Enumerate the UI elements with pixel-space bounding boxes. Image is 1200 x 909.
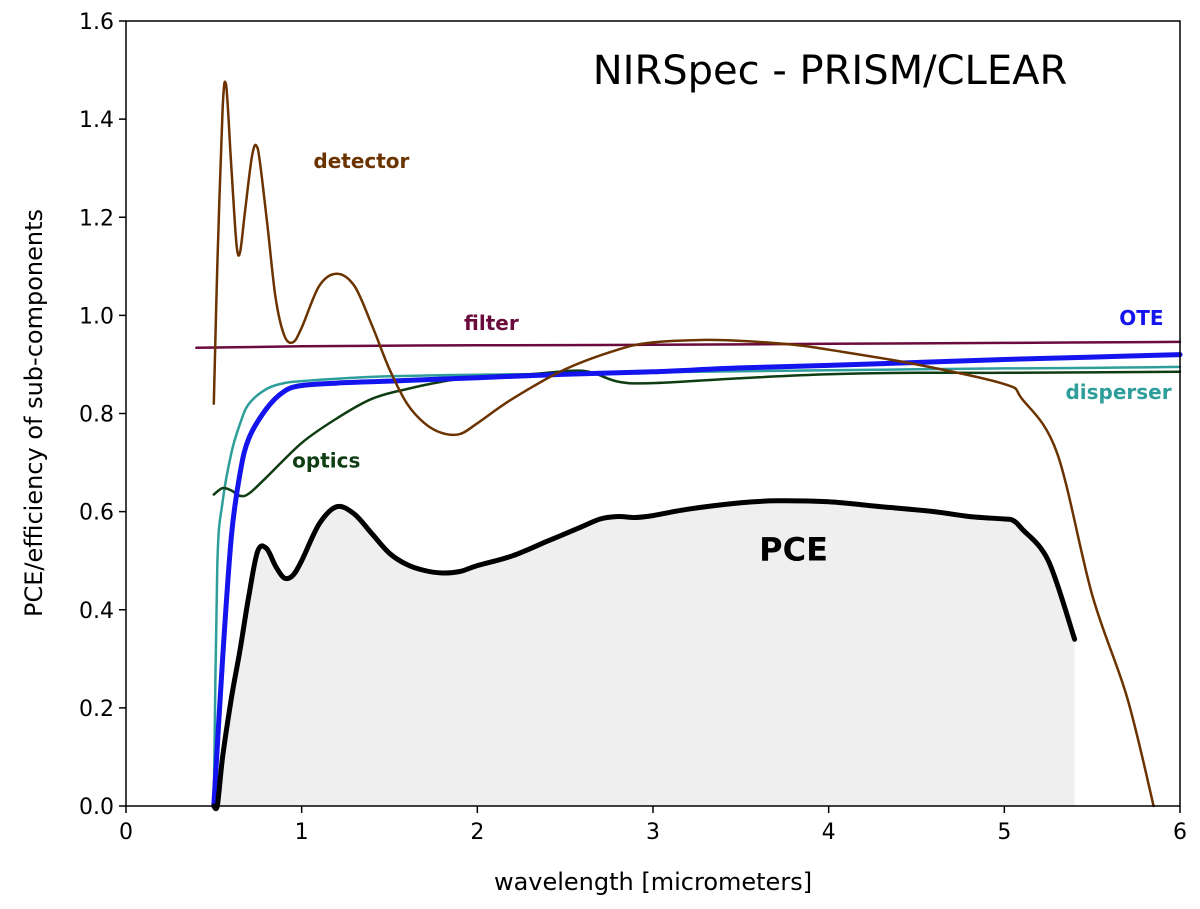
- annotation-layer: detector filter OTE disperser optics PCE: [292, 149, 1172, 569]
- y-tick-label: 0.2: [79, 697, 114, 722]
- chart-title: NIRSpec - PRISM/CLEAR: [593, 48, 1068, 94]
- y-axis-label: PCE/efficiency of sub-components: [20, 209, 48, 617]
- y-tick-label: 1.6: [79, 10, 114, 35]
- x-tick-label: 0: [119, 820, 133, 845]
- series-disperser-line: [212, 365, 1182, 808]
- annotation-disperser-label: disperser: [1065, 380, 1171, 404]
- series-detector-line: [212, 80, 1155, 808]
- series-pce-area: [213, 500, 1075, 809]
- x-tick-label: 2: [470, 820, 484, 845]
- y-axis-ticks: 0.0 0.2 0.4 0.6 0.8 1.0 1.2 1.4 1.6: [79, 10, 126, 820]
- y-tick-label: 0.8: [79, 403, 114, 428]
- x-tick-label: 6: [1173, 820, 1187, 845]
- y-tick-label: 0.6: [79, 501, 114, 526]
- y-tick-label: 0.0: [79, 795, 114, 820]
- x-axis-label: wavelength [micrometers]: [494, 868, 812, 896]
- y-tick-label: 1.0: [79, 304, 114, 329]
- x-tick-label: 3: [646, 820, 660, 845]
- fill-layer: [213, 500, 1075, 809]
- x-tick-label: 4: [822, 820, 836, 845]
- x-axis-ticks: 0 1 2 3 4 5 6: [119, 806, 1187, 845]
- x-tick-label: 1: [295, 820, 309, 845]
- annotation-optics-label: optics: [292, 448, 360, 472]
- annotation-pce-label: PCE: [759, 531, 828, 569]
- y-tick-label: 1.2: [79, 206, 114, 231]
- series-filter-line: [195, 340, 1182, 350]
- series-layer: [195, 80, 1183, 812]
- annotation-filter-label: filter: [464, 311, 519, 335]
- y-tick-label: 0.4: [79, 599, 114, 624]
- annotation-ote-label: OTE: [1119, 306, 1163, 330]
- series-ote-line: [211, 352, 1183, 809]
- y-tick-label: 1.4: [79, 108, 114, 133]
- annotation-detector-label: detector: [313, 149, 409, 173]
- x-tick-label: 5: [997, 820, 1011, 845]
- series-pce-line: [211, 498, 1078, 812]
